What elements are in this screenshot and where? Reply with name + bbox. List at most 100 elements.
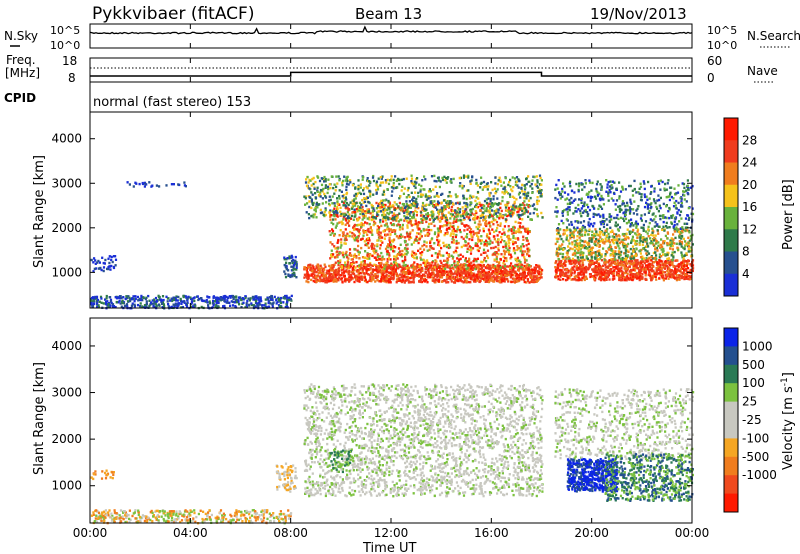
undefined [403,236,407,239]
undefined [143,304,147,307]
undefined [485,244,488,247]
undefined [316,263,319,267]
undefined [114,296,117,299]
undefined [498,231,501,234]
undefined [406,232,409,235]
undefined [514,241,517,244]
undefined [337,240,340,243]
undefined [412,255,415,258]
undefined [452,220,456,223]
undefined [485,274,489,277]
undefined [442,208,445,211]
undefined [228,295,231,298]
undefined [320,279,323,283]
undefined [307,263,310,267]
undefined [437,241,440,244]
undefined [318,193,321,196]
undefined [391,277,394,280]
undefined [471,207,475,211]
undefined [448,264,451,267]
undefined [96,298,100,302]
undefined [145,305,148,308]
undefined [379,247,382,250]
undefined [310,200,313,203]
undefined [495,260,498,263]
undefined [395,203,398,206]
undefined [495,229,498,232]
undefined [266,298,269,301]
nsearch-label: N.Search [747,29,800,43]
undefined [340,277,344,280]
undefined [412,223,415,226]
undefined [420,217,423,221]
undefined [379,280,382,283]
undefined [345,182,349,185]
undefined [463,262,466,266]
undefined [510,188,513,191]
undefined [397,274,400,278]
undefined [398,178,401,182]
undefined [438,278,441,282]
undefined [411,280,414,284]
undefined [324,195,327,198]
undefined [468,197,471,200]
undefined [412,204,415,208]
undefined [518,217,521,220]
undefined [525,210,528,213]
undefined [531,278,534,281]
undefined [415,214,418,217]
undefined [433,174,436,178]
undefined [404,258,407,262]
undefined [431,267,435,270]
undefined [535,208,538,211]
undefined [362,192,366,196]
undefined [321,202,324,205]
undefined [436,227,439,230]
undefined [387,244,390,248]
undefined [536,279,539,282]
undefined [502,228,505,231]
undefined [465,280,468,283]
undefined [99,295,103,299]
undefined [410,174,413,177]
undefined [624,264,627,268]
undefined [524,186,527,190]
undefined [109,304,112,307]
undefined [426,215,429,218]
undefined [464,240,467,244]
undefined [472,263,475,266]
undefined [132,295,135,298]
undefined [559,278,562,281]
undefined [175,295,178,298]
undefined [108,265,112,268]
undefined [310,278,313,282]
undefined [166,297,169,300]
undefined [331,202,334,205]
undefined [487,276,490,279]
undefined [484,251,487,254]
undefined [308,187,311,190]
undefined [345,205,348,208]
undefined [487,185,490,188]
undefined [531,179,534,182]
undefined [405,200,408,203]
undefined [421,244,424,248]
undefined [348,276,351,279]
undefined [307,265,310,269]
undefined [435,278,438,281]
undefined [469,281,472,284]
undefined [436,200,440,203]
undefined [314,192,317,195]
undefined [323,180,326,183]
undefined [399,233,403,236]
undefined [284,306,287,309]
undefined [294,259,297,262]
undefined [458,202,461,206]
undefined [421,219,424,222]
undefined [371,215,375,219]
undefined [454,202,458,205]
undefined [372,209,375,213]
undefined [285,303,288,306]
undefined [431,272,434,275]
undefined [464,272,467,276]
